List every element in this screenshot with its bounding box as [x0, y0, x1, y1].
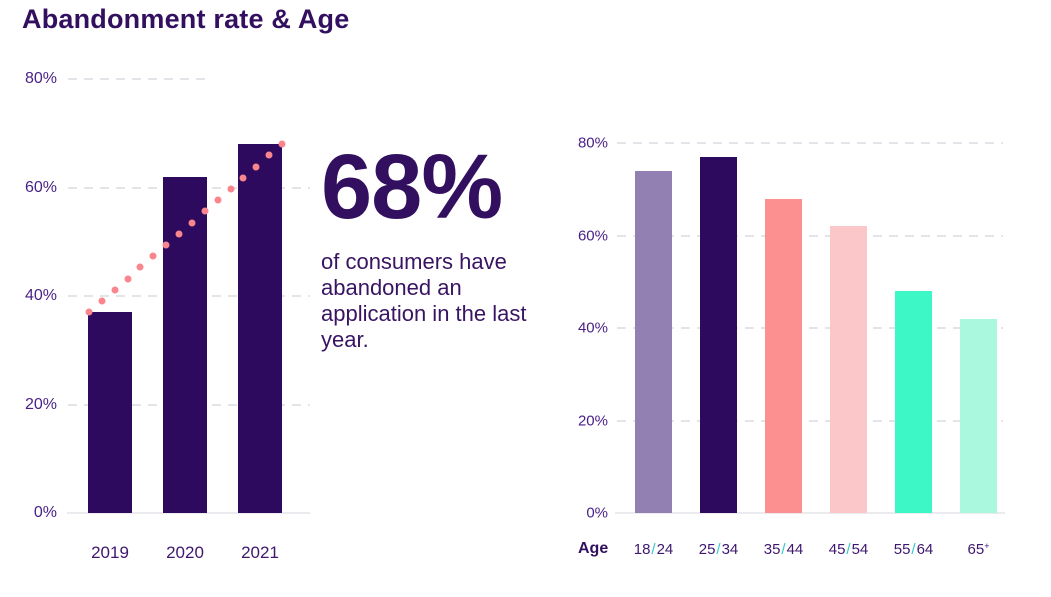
trend-dot: [201, 207, 209, 215]
stat-value: 68%: [321, 136, 503, 238]
trend-dot: [124, 275, 132, 283]
gridline-20: [617, 419, 1003, 422]
stat-callout: 68% of consumers have abandoned an appli…: [321, 141, 553, 353]
trend-dot: [278, 140, 286, 148]
slash-separator: /: [716, 541, 721, 558]
y-tick-label-80: 80%: [577, 134, 608, 152]
x-tick-label-18-24: 18/24: [633, 541, 674, 558]
slash-separator: /: [911, 541, 916, 558]
bar-45-54: [830, 226, 867, 513]
trend-dot: [85, 308, 93, 316]
x-axis-baseline: [67, 512, 310, 514]
y-tick-label-80: 80%: [24, 70, 57, 87]
page-title: Abandonment rate & Age: [22, 4, 350, 34]
trend-dot: [162, 241, 170, 249]
x-tick-label-65: 65+: [967, 541, 990, 558]
bar-65: [960, 318, 997, 513]
slash-separator: /: [651, 541, 656, 558]
trend-dot: [111, 286, 119, 294]
x-tick-label-35-44: 35/44: [763, 541, 804, 558]
trend-dot: [265, 151, 273, 159]
trend-dot: [98, 297, 106, 305]
bar-2021: [238, 144, 282, 513]
y-tick-label-60: 60%: [577, 227, 608, 244]
bar-25-34: [700, 156, 737, 513]
x-axis-title: Age: [578, 540, 609, 557]
y-tick-label-20: 20%: [577, 412, 608, 429]
bar-35-44: [765, 198, 802, 513]
trend-dot: [175, 230, 183, 238]
y-tick-label-0: 0%: [33, 504, 57, 521]
y-tick-label-40: 40%: [24, 287, 57, 304]
x-tick-label-2019: 2019: [91, 543, 129, 562]
trend-dot: [239, 174, 247, 182]
x-tick-label-45-54: 45/54: [828, 541, 869, 558]
slash-separator: /: [781, 541, 786, 558]
x-tick-label-2020: 2020: [166, 543, 204, 562]
gridline-80: [68, 78, 205, 80]
y-tick-label-40: 40%: [577, 319, 608, 337]
trend-dot: [252, 163, 260, 171]
bar-55-64: [895, 291, 932, 513]
bar-2020: [163, 176, 207, 513]
trend-dot: [188, 219, 196, 227]
bar-2019: [88, 312, 132, 513]
trend-dot: [227, 185, 235, 193]
x-tick-label-25-34: 25/34: [698, 541, 739, 558]
y-tick-label-60: 60%: [24, 178, 57, 196]
x-axis-baseline: [615, 512, 1005, 514]
x-tick-label-55-64: 55/64: [893, 541, 934, 558]
gridline-40: [617, 327, 1003, 329]
trend-dot: [136, 263, 144, 271]
y-tick-label-0: 0%: [586, 504, 608, 522]
x-tick-label-2021: 2021: [241, 543, 279, 562]
trend-dot: [149, 252, 157, 260]
bar-18-24: [635, 170, 672, 513]
gridline-80: [617, 142, 1003, 144]
slash-separator: /: [846, 541, 851, 558]
stat-description: of consumers have abandoned an applicati…: [321, 249, 527, 352]
trend-dot: [214, 196, 222, 204]
y-tick-label-20: 20%: [24, 395, 57, 413]
gridline-60: [617, 234, 1003, 237]
